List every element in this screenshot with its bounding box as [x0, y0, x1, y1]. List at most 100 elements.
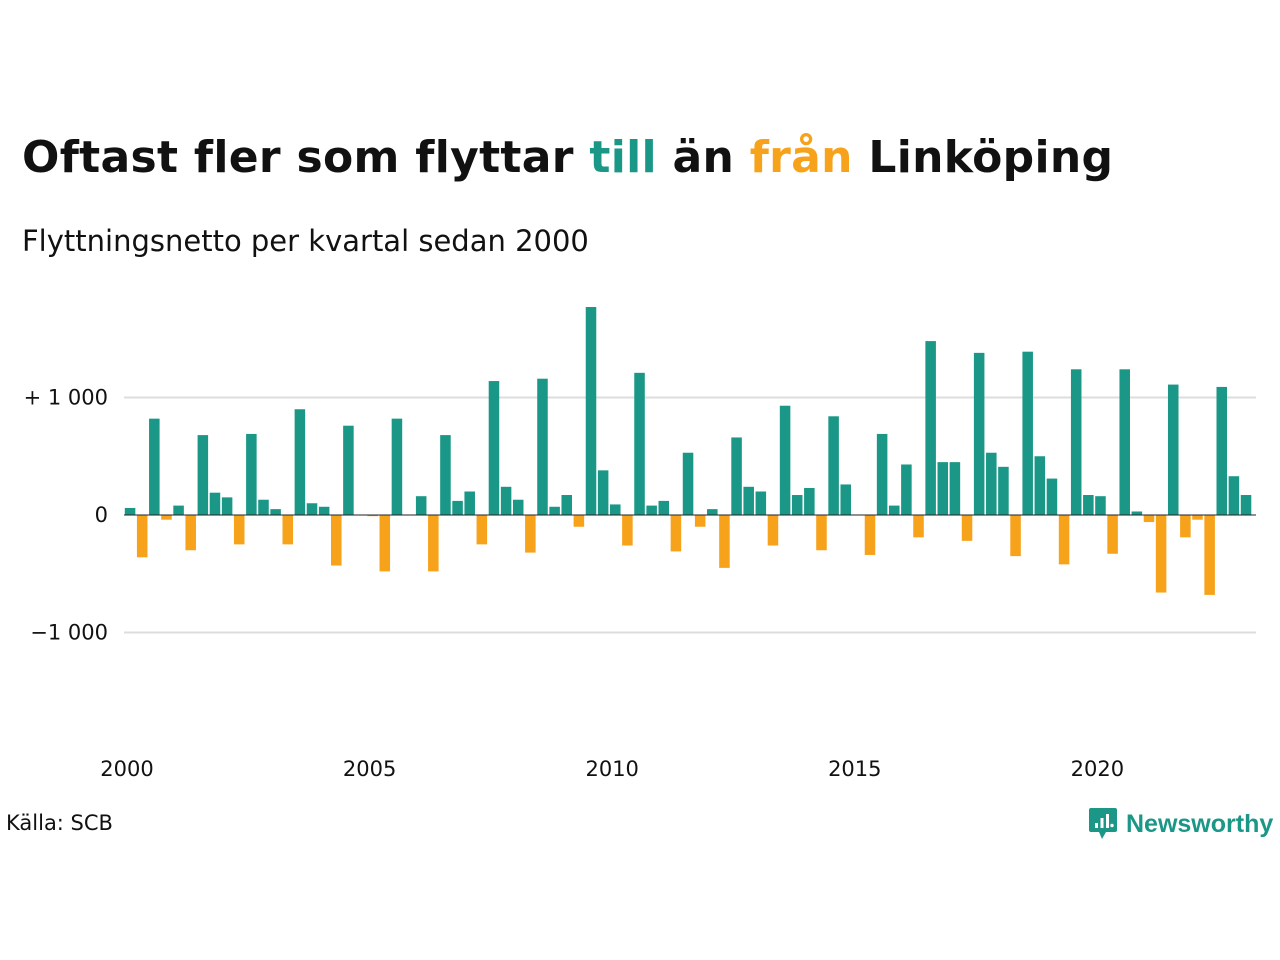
bar-2006-q4 [452, 500, 463, 515]
bar-2006-q3 [440, 435, 451, 515]
bar-2021-q3 [1167, 384, 1179, 515]
bar-2016-q1 [901, 464, 912, 515]
source-note: Källa: SCB [6, 811, 113, 835]
bar-2007-q3 [488, 381, 500, 515]
bar-2021-q1 [1143, 515, 1155, 523]
bar-2012-q1 [707, 509, 718, 516]
title-highlight-fran: från [749, 132, 853, 183]
title-middle: än [656, 132, 750, 183]
bar-2012-q3 [731, 437, 742, 515]
bar-2021-q4 [1180, 515, 1191, 538]
bar-2012-q2 [719, 515, 730, 568]
bar-2014-q4 [840, 484, 851, 515]
brand-logo: Newsworthy [1088, 804, 1273, 844]
x-tick-label: 2005 [343, 757, 396, 781]
bar-2014-q1 [804, 487, 815, 515]
bar-2002-q3 [246, 433, 257, 515]
bar-2017-q4 [986, 452, 997, 515]
bar-2008-q2 [525, 515, 536, 553]
bar-2007-q2 [476, 515, 488, 545]
bar-2011-q4 [694, 515, 706, 527]
bar-2009-q4 [597, 470, 609, 515]
bar-2005-q1 [367, 515, 378, 517]
bar-2003-q4 [306, 503, 318, 515]
bar-2011-q3 [682, 452, 694, 515]
y-tick-label: −1 000 [30, 621, 108, 645]
bar-2003-q2 [282, 515, 294, 545]
bar-2009-q1 [561, 495, 573, 515]
bar-2022-q3 [1216, 386, 1228, 515]
bar-2003-q3 [294, 409, 306, 515]
bar-2018-q2 [1010, 515, 1021, 557]
x-tick-label: 2010 [585, 757, 638, 781]
bar-2004-q3 [343, 425, 354, 515]
bar-2001-q2 [185, 515, 196, 551]
bar-2002-q2 [233, 515, 245, 545]
bar-2010-q3 [634, 372, 645, 515]
bar-2013-q2 [767, 515, 779, 546]
bar-2013-q1 [755, 491, 767, 515]
bar-2016-q3 [925, 341, 936, 515]
bar-2015-q4 [888, 505, 900, 515]
bar-2021-q2 [1155, 515, 1167, 593]
bar-2018-q4 [1034, 456, 1046, 515]
bar-2017-q3 [973, 352, 985, 515]
bar-2000-q4 [161, 515, 172, 520]
y-tick-label: + 1 000 [24, 386, 108, 410]
x-tick-label: 2000 [100, 757, 153, 781]
bar-2020-q3 [1119, 369, 1130, 515]
title-highlight-till: till [589, 132, 657, 183]
bar-2009-q3 [585, 307, 597, 515]
bar-2010-q4 [646, 505, 657, 515]
chart-title: Oftast fler som flyttar till än från Lin… [22, 132, 1113, 183]
bar-2001-q3 [197, 435, 209, 515]
bar-2007-q1 [464, 491, 475, 515]
bar-2015-q3 [876, 433, 888, 515]
bar-2013-q3 [779, 405, 791, 515]
bar-2019-q2 [1058, 515, 1070, 565]
bar-2000-q1 [124, 507, 136, 515]
bar-2017-q1 [949, 462, 961, 516]
chart-subtitle: Flyttningsnetto per kvartal sedan 2000 [22, 224, 589, 258]
bar-2008-q4 [549, 506, 560, 515]
title-before: Oftast fler som flyttar [22, 132, 590, 183]
bar-2010-q1 [610, 504, 621, 515]
bar-2002-q4 [258, 499, 269, 515]
title-after: Linköping [852, 132, 1114, 183]
bar-2008-q1 [512, 499, 524, 515]
bar-2019-q3 [1070, 369, 1082, 515]
bar-2014-q3 [828, 416, 839, 515]
bar-2004-q2 [331, 515, 342, 566]
bar-2020-q1 [1095, 496, 1106, 515]
bar-2001-q1 [173, 505, 184, 515]
bar-2017-q2 [961, 515, 973, 541]
bar-2015-q2 [864, 515, 876, 555]
bar-2003-q1 [270, 509, 281, 516]
bar-2019-q4 [1083, 495, 1094, 515]
bar-2000-q3 [149, 418, 160, 515]
bar-2000-q2 [136, 515, 148, 558]
bar-2001-q4 [209, 492, 221, 515]
bar-2002-q1 [221, 497, 233, 516]
bar-2020-q2 [1107, 515, 1118, 554]
x-tick-label: 2015 [828, 757, 881, 781]
bar-2018-q1 [998, 466, 1009, 515]
bar-2012-q4 [743, 486, 754, 515]
bar-2006-q1 [415, 496, 427, 515]
bars [124, 307, 1256, 595]
bar-2010-q2 [622, 515, 633, 546]
bar-2011-q1 [658, 500, 670, 515]
bar-2005-q3 [391, 418, 403, 515]
bar-2007-q4 [500, 486, 512, 515]
x-axis-labels: 2000 2005 2010 2015 2020 [100, 757, 1124, 781]
bar-2013-q4 [791, 495, 803, 515]
bar-2023-q1 [1240, 495, 1252, 515]
bar-2004-q1 [318, 506, 330, 515]
newsworthy-logo-icon [1089, 808, 1117, 839]
bar-2008-q3 [537, 378, 548, 515]
bar-2022-q4 [1228, 476, 1240, 515]
bar-2016-q4 [937, 462, 949, 516]
bar-2016-q2 [913, 515, 924, 538]
y-tick-label: 0 [95, 503, 108, 527]
